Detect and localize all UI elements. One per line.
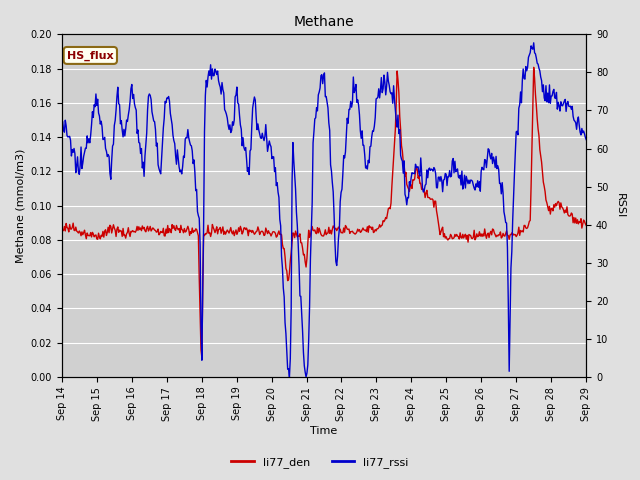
X-axis label: Time: Time [310,426,338,436]
Title: Methane: Methane [294,15,355,29]
Text: HS_flux: HS_flux [67,50,114,60]
Legend: li77_den, li77_rssi: li77_den, li77_rssi [227,452,413,472]
Y-axis label: Methane (mmol/m3): Methane (mmol/m3) [15,148,25,263]
Y-axis label: RSSI: RSSI [615,193,625,218]
